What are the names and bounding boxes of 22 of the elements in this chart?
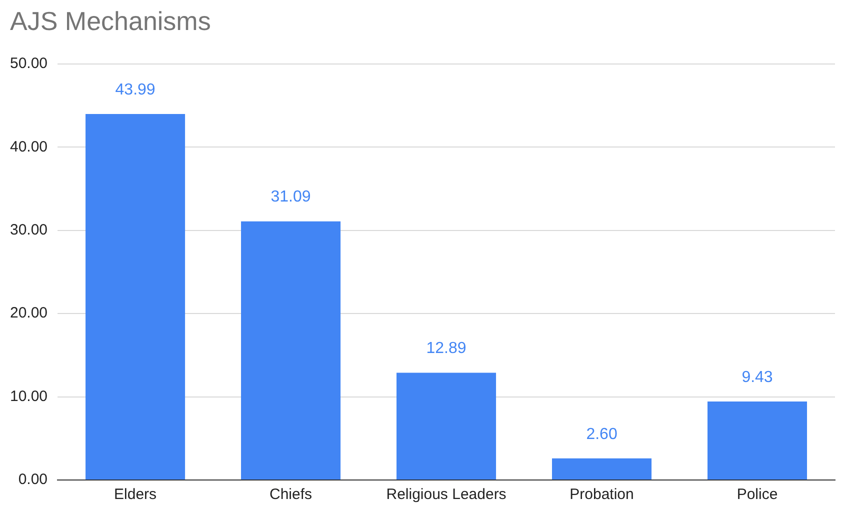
x-tick-label: Religious Leaders — [386, 486, 506, 504]
bar — [241, 221, 341, 480]
y-tick-label: 50.00 — [10, 55, 48, 72]
data-label: 2.60 — [586, 426, 618, 443]
data-label: 43.99 — [115, 81, 156, 98]
x-tick-label: Police — [736, 486, 778, 504]
data-label: 12.89 — [426, 340, 466, 358]
y-tick-label: 30.00 — [10, 222, 48, 239]
y-tick-label: 10.00 — [10, 388, 48, 405]
bar — [86, 114, 186, 480]
bar — [707, 402, 808, 480]
y-tick-label: 0.00 — [18, 471, 48, 488]
y-tick-label: 40.00 — [10, 138, 48, 156]
data-label: 9.43 — [742, 368, 773, 386]
data-label: 31.09 — [270, 188, 311, 206]
chart-title: AJS Mechanisms — [10, 6, 211, 37]
bar — [552, 458, 652, 480]
x-tick-label: Probation — [570, 486, 634, 504]
y-tick-label: 20.00 — [10, 304, 48, 322]
x-tick-label: Chiefs — [270, 486, 312, 504]
x-tick-label: Elders — [114, 486, 157, 504]
bar — [396, 372, 496, 480]
